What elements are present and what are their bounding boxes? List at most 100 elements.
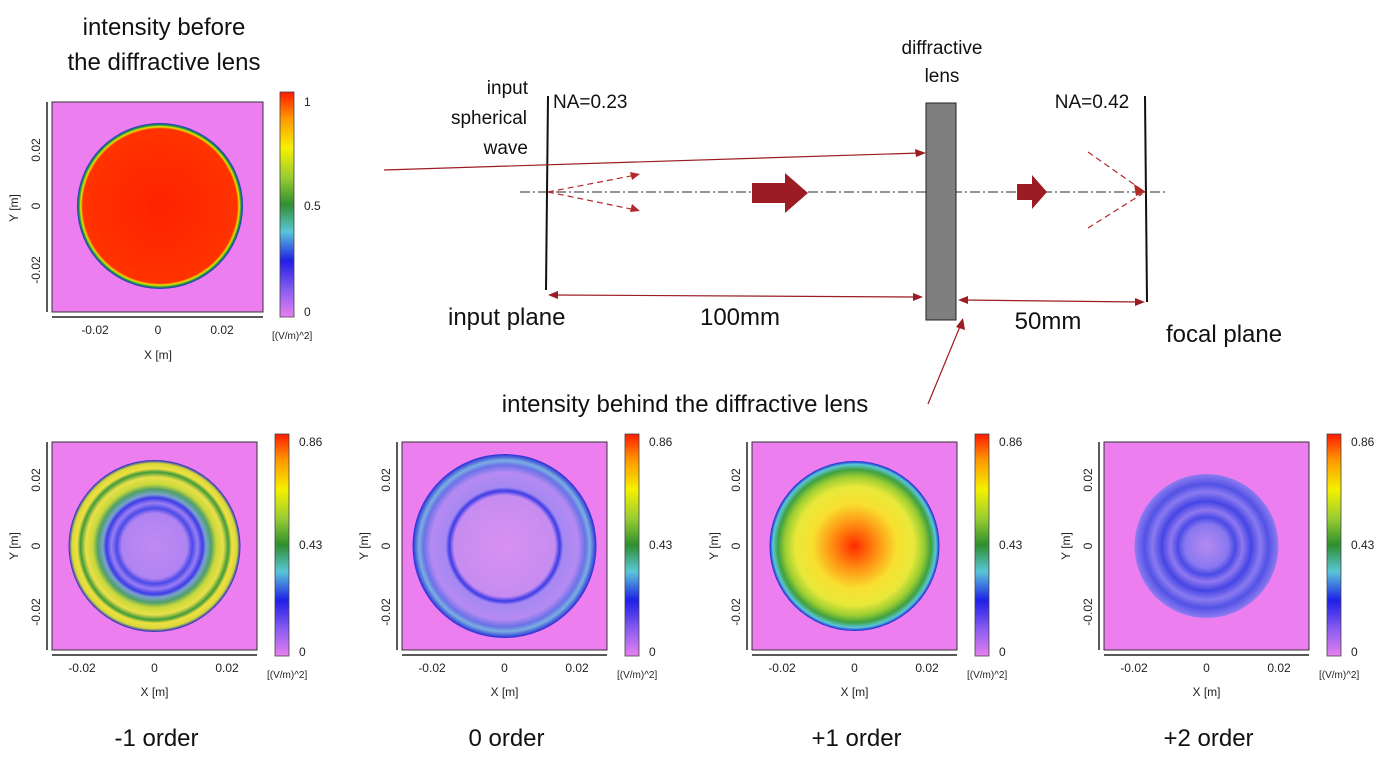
- order-minus1-plot: 0.02 0 -0.02 Y [m] -0.02 0 0.02 X [m] 0.86 0.43 0 […: [7, 433, 323, 752]
- order-plus1-xtick: 0.02: [915, 661, 939, 675]
- order-minus1-label: -1 order: [114, 725, 198, 752]
- order-minus1-cbar-tick: 0: [299, 645, 306, 659]
- order-0-xtick: 0.02: [565, 661, 589, 675]
- order-minus1-ylabel: Y [m]: [7, 532, 21, 560]
- order-plus1-colorbar: [974, 433, 990, 657]
- propagation-arrow-small: [1017, 175, 1047, 209]
- distance-50mm-label: 50mm: [1015, 308, 1082, 335]
- order-plus1-beam: [769, 461, 940, 631]
- propagation-arrow-large: [752, 173, 808, 213]
- order-plus2-cbar-tick: 0.43: [1351, 538, 1375, 552]
- order-minus1-beam: [68, 460, 241, 632]
- order-0-xlabel: X [m]: [490, 685, 518, 699]
- order-0-ytick: 0.02: [379, 468, 393, 492]
- top-plot-cbar-unit: [(V/m)^2]: [272, 331, 312, 342]
- optical-setup: input spherical wave NA=0.23 diffractive…: [383, 38, 1282, 418]
- order-0-beam: [412, 454, 597, 638]
- diffractive-lens: [925, 102, 957, 321]
- top-plot-cbar-tick: 0.5: [304, 199, 321, 213]
- order-plus2-beam: [1134, 474, 1279, 618]
- diverging-ray-down-head: [630, 204, 640, 212]
- distance-100mm-label: 100mm: [700, 304, 780, 331]
- order-0-cbar-tick: 0: [649, 645, 656, 659]
- order-plus2-ytick: -0.02: [1081, 598, 1095, 626]
- behind-lens-label: intensity behind the diffractive lens: [502, 391, 868, 418]
- order-0-label: 0 order: [468, 725, 544, 752]
- distance-line-50mm: [962, 299, 1141, 303]
- order-minus1-xtick: -0.02: [68, 661, 96, 675]
- top-plot-ylabel: Y [m]: [7, 194, 21, 222]
- order-plus1-xtick: 0: [851, 661, 858, 675]
- order-plus1-xtick: -0.02: [768, 661, 796, 675]
- order-plus1-cbar-tick: 0.43: [999, 538, 1023, 552]
- distance-arrowhead: [548, 291, 558, 299]
- order-plus1-plot: 0.02 0 -0.02 Y [m] -0.02 0 0.02 X [m] 0.86 0.43 0 […: [707, 433, 1023, 752]
- order-plus1-xlabel: X [m]: [840, 685, 868, 699]
- top-plot-cbar-tick: 1: [304, 95, 311, 109]
- order-plus2-ylabel: Y [m]: [1059, 532, 1073, 560]
- order-plus2-ytick: 0.02: [1081, 468, 1095, 492]
- diverging-ray-down: [547, 191, 637, 211]
- order-0-cbar-tick: 0.43: [649, 538, 673, 552]
- top-plot-title-line1: intensity before: [83, 14, 246, 41]
- lens-label-line2: lens: [925, 66, 960, 87]
- order-0-ylabel: Y [m]: [357, 532, 371, 560]
- order-plus1-ytick: -0.02: [729, 598, 743, 626]
- order-0-colorbar: [624, 433, 640, 657]
- order-plus1-ylabel: Y [m]: [707, 532, 721, 560]
- order-plus2-ytick: 0: [1081, 542, 1095, 549]
- focal-plane-label: focal plane: [1166, 321, 1282, 348]
- order-minus1-cbar-tick: 0.86: [299, 435, 323, 449]
- order-minus1-xtick: 0.02: [215, 661, 239, 675]
- order-plus2-plot: 0.02 0 -0.02 Y [m] -0.02 0 0.02 X [m] 0.86 0.43 0 […: [1059, 433, 1375, 752]
- input-plane-label: input plane: [448, 304, 565, 331]
- top-plot-xlabel: X [m]: [144, 348, 172, 362]
- order-0-plot: 0.02 0 -0.02 Y [m] -0.02 0 0.02 X [m] 0.86 0.43 0 […: [357, 433, 673, 752]
- order-0-cbar-tick: 0.86: [649, 435, 673, 449]
- top-plot-xtick: 0: [155, 323, 162, 337]
- behind-lens-pointer-head: [956, 318, 965, 330]
- order-plus1-cbar-unit: [(V/m)^2]: [967, 670, 1007, 681]
- top-plot-ytick: 0: [29, 202, 43, 209]
- top-plot-xtick: 0.02: [210, 323, 234, 337]
- top-plot-cbar-tick: 0: [304, 305, 311, 319]
- order-plus1-cbar-tick: 0: [999, 645, 1006, 659]
- order-plus2-colorbar: [1326, 433, 1342, 657]
- top-intensity-plot: intensity before the diffractive lens 0.…: [7, 14, 321, 362]
- order-plus2-cbar-tick: 0: [1351, 645, 1358, 659]
- top-plot-colorbar: [279, 91, 295, 318]
- top-plot-ytick: 0.02: [29, 138, 43, 162]
- converging-ray-head: [1134, 184, 1146, 196]
- order-minus1-cbar-unit: [(V/m)^2]: [267, 670, 307, 681]
- order-plus2-cbar-unit: [(V/m)^2]: [1319, 670, 1359, 681]
- distance-line-100mm: [552, 294, 919, 298]
- input-label-line1: input: [487, 78, 529, 99]
- order-plus2-xtick: 0: [1203, 661, 1210, 675]
- diverging-ray-up-head: [630, 172, 640, 180]
- order-plus2-xlabel: X [m]: [1192, 685, 1220, 699]
- order-minus1-ytick: 0: [29, 542, 43, 549]
- order-plus1-cbar-tick: 0.86: [999, 435, 1023, 449]
- na-output-label: NA=0.42: [1055, 92, 1129, 113]
- focal-plane-line: [1144, 95, 1148, 303]
- distance-arrowhead: [1135, 298, 1145, 306]
- top-plot-title-line2: the diffractive lens: [68, 49, 261, 76]
- top-plot-ytick: -0.02: [29, 256, 43, 284]
- lens-label-line1: diffractive: [902, 38, 983, 59]
- order-minus1-xtick: 0: [151, 661, 158, 675]
- order-0-ytick: 0: [379, 542, 393, 549]
- order-minus1-colorbar: [274, 433, 290, 657]
- order-minus1-cbar-tick: 0.43: [299, 538, 323, 552]
- order-minus1-ytick: -0.02: [29, 598, 43, 626]
- input-label-line2: spherical: [451, 108, 527, 129]
- order-minus1-xlabel: X [m]: [140, 685, 168, 699]
- order-plus2-cbar-tick: 0.86: [1351, 435, 1375, 449]
- order-plus1-ytick: 0.02: [729, 468, 743, 492]
- na-input-label: NA=0.23: [553, 92, 627, 113]
- order-0-cbar-unit: [(V/m)^2]: [617, 670, 657, 681]
- order-0-ytick: -0.02: [379, 598, 393, 626]
- diffraction-order-plots: 0.02 0 -0.02 Y [m] -0.02 0 0.02 X [m] 0.86 0.43 0 […: [7, 433, 1375, 752]
- order-minus1-ytick: 0.02: [29, 468, 43, 492]
- order-0-xtick: -0.02: [418, 661, 446, 675]
